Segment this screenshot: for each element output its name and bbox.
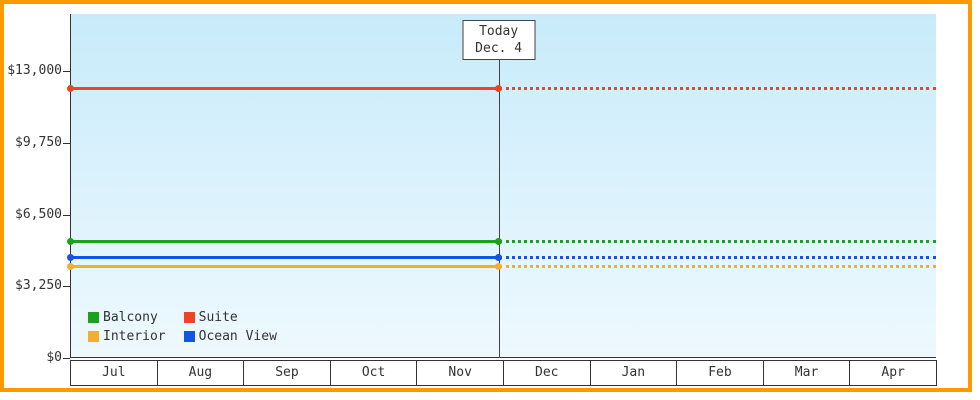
y-tick-mark (63, 214, 70, 216)
y-tick-mark (63, 143, 70, 144)
x-axis-month-dec: Dec (502, 361, 590, 385)
series-line-forecast-interior (498, 264, 936, 268)
legend-item-balcony: Balcony (88, 310, 166, 325)
x-axis-month-aug: Aug (156, 361, 244, 385)
series-line-solid-interior (70, 264, 499, 268)
legend-swatch-interior (88, 331, 99, 342)
legend: Balcony Suite Interior Ocean View (88, 310, 277, 344)
series-marker-start-suite (66, 85, 74, 93)
series-marker-start-ocean-view (66, 254, 74, 262)
legend-swatch-balcony (88, 312, 99, 323)
series-line-solid-balcony (70, 239, 499, 243)
legend-item-suite: Suite (183, 310, 277, 325)
x-axis-month-apr: Apr (849, 361, 936, 385)
series-line-forecast-balcony (498, 239, 936, 243)
series-line-forecast-ocean-view (498, 256, 936, 260)
x-axis-month-mar: Mar (762, 361, 850, 385)
series-marker-start-interior (66, 262, 74, 270)
today-date: Dec. 4 (475, 41, 523, 56)
series-marker-today-balcony (495, 237, 503, 245)
legend-swatch-ocean-view (183, 331, 195, 342)
series-marker-start-balcony (66, 237, 74, 245)
series-line-solid-ocean-view (70, 256, 499, 260)
x-axis: Jul Aug Sep Oct Nov Dec Jan Feb Mar Apr (70, 360, 937, 386)
y-tick-label: $6,500 (15, 206, 62, 222)
series-line-forecast-suite (498, 87, 936, 91)
series-marker-today-suite (495, 85, 503, 93)
y-tick-label: $9,750 (15, 135, 62, 150)
today-line (498, 56, 500, 358)
x-axis-month-jan: Jan (589, 361, 677, 385)
cruise-price-chart: $13,000 $9,750 $6,500 $3,250 $0 Today Dec. 4… (0, 0, 972, 392)
legend-swatch-suite (183, 312, 195, 323)
legend-label: Suite (198, 310, 238, 325)
x-axis-month-jul: Jul (102, 365, 126, 380)
x-axis-month-nov: Nov (416, 361, 503, 385)
y-tick-label: $3,250 (15, 278, 62, 294)
today-label: Today (479, 24, 519, 39)
plot-area (70, 14, 936, 358)
today-label-box: Today Dec. 4 (462, 20, 536, 60)
x-axis-month-oct: Oct (329, 361, 417, 385)
y-tick-label: $13,000 (7, 63, 62, 79)
series-marker-today-ocean-view (495, 254, 503, 262)
y-tick-label: $0 (46, 350, 62, 365)
y-tick-mark (63, 286, 70, 288)
legend-item-ocean-view: Ocean View (183, 329, 277, 344)
series-line-solid-suite (70, 87, 499, 91)
x-axis-month-sep: Sep (243, 361, 330, 385)
series-marker-today-interior (495, 262, 503, 270)
legend-label: Interior (103, 329, 166, 344)
legend-item-interior: Interior (88, 329, 166, 344)
legend-label: Balcony (103, 310, 158, 325)
x-axis-month-feb: Feb (676, 361, 763, 385)
y-tick-mark (63, 71, 70, 73)
y-tick-mark (63, 358, 70, 359)
legend-label: Ocean View (198, 329, 277, 344)
